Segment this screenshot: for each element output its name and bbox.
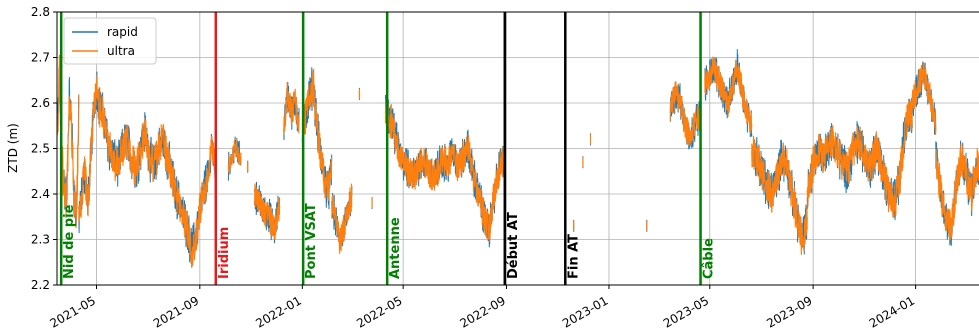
x-tick-label: 2022-09 <box>458 293 508 330</box>
x-tick-label: 2023-05 <box>661 293 711 330</box>
series-ultra-line <box>331 183 353 254</box>
series-ultra-line <box>253 183 281 240</box>
y-tick-label: 2.4 <box>31 187 50 201</box>
event-label: Début AT <box>506 212 521 279</box>
legend-box <box>63 17 157 65</box>
x-tick-label: 2023-01 <box>560 293 610 330</box>
event-markers: Nid de pie Iridium Pont VSAT Antenne Début A… <box>59 12 717 285</box>
x-tick-label: 2022-05 <box>354 293 404 330</box>
series-ultra-line <box>283 81 300 135</box>
y-tick-label: 2.3 <box>31 233 50 247</box>
series-ultra-line <box>206 135 217 185</box>
event-label: Iridium <box>217 227 232 279</box>
series-rapid-line <box>669 83 702 150</box>
x-tick-label: 2021-05 <box>48 293 98 330</box>
series-ultra-line <box>751 135 808 255</box>
event-label: Fin AT <box>566 234 581 279</box>
series-ultra-line <box>167 142 208 267</box>
event-label: Antenne <box>388 217 403 279</box>
y-tick-label: 2.5 <box>31 142 50 156</box>
event-label: Pont VSAT <box>304 203 319 279</box>
series-ultra-line <box>911 62 937 136</box>
y-tick-label: 2.8 <box>31 5 50 19</box>
series-ultra-line <box>875 93 913 218</box>
x-tick-label: 2021-09 <box>151 293 201 330</box>
series-ultra-line <box>78 75 101 222</box>
event-label: Nid de pie <box>62 204 77 279</box>
series-rapid-line <box>751 136 808 255</box>
series-ultra-line <box>457 133 506 242</box>
x-tick-label: 2023-09 <box>764 293 814 330</box>
x-tick-label: 2022-01 <box>253 293 303 330</box>
series-ultra-line <box>384 97 459 191</box>
series-ultra-line <box>227 138 242 174</box>
x-tick-label: 2024-01 <box>867 293 917 330</box>
event-label: Câble <box>702 238 717 279</box>
y-tick-label: 2.7 <box>31 51 50 65</box>
series-ultra-line <box>806 125 877 208</box>
series-lines <box>56 49 979 268</box>
legend: rapid ultra <box>63 17 157 65</box>
series-ultra-line <box>935 144 979 242</box>
series-ultra-line <box>99 87 169 186</box>
grid-lines <box>57 11 979 286</box>
legend-label-rapid: rapid <box>107 25 138 39</box>
y-tick-label: 2.6 <box>31 96 50 110</box>
legend-label-ultra: ultra <box>107 44 135 58</box>
series-ultra-line <box>301 68 333 201</box>
y-axis-label: ZTD (m) <box>6 123 20 173</box>
y-tick-label: 2.2 <box>31 278 50 292</box>
series-ultra-line <box>669 81 702 146</box>
series-ultra-line <box>704 56 753 134</box>
